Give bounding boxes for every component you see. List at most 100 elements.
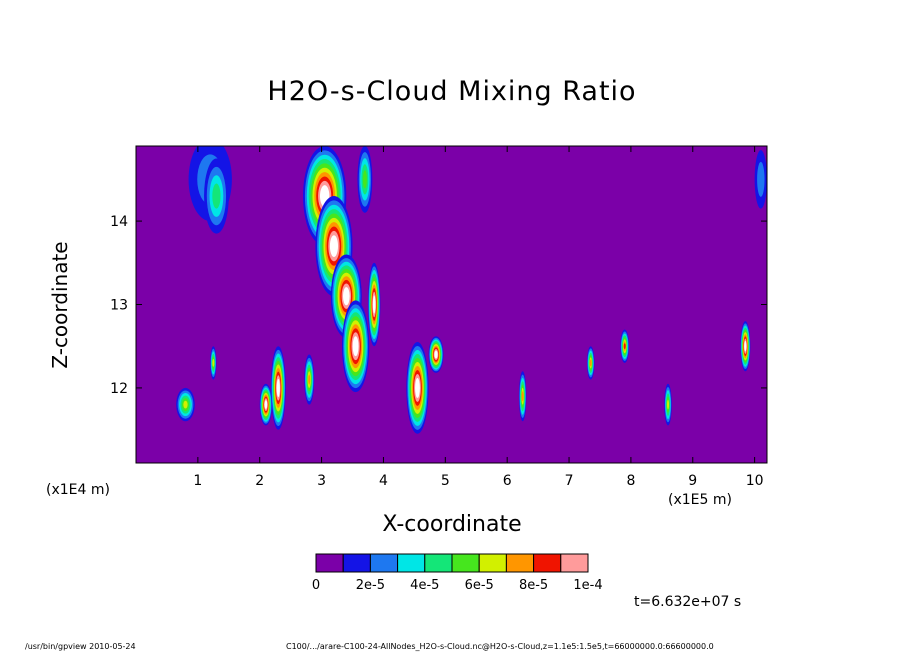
cloud-contour <box>206 166 227 226</box>
x-tick-label: 10 <box>746 473 764 489</box>
cloud-contour <box>270 346 286 430</box>
cloud-contour <box>429 337 443 372</box>
cloud-contour <box>317 200 351 292</box>
x-axis-label: X-coordinate <box>382 512 522 537</box>
colorbar-tick-label: 8e-5 <box>519 578 548 593</box>
cloud-contour <box>334 265 358 327</box>
cloud-contour <box>181 398 190 412</box>
cloud-contour <box>520 381 525 412</box>
y-tick-label: 14 <box>110 214 128 230</box>
cloud-contour <box>406 342 429 434</box>
cloud-contour <box>315 196 353 297</box>
cloud-contour <box>318 180 332 212</box>
cloud-contour <box>183 400 188 409</box>
cloud-contour <box>434 350 438 359</box>
cloud-contour <box>307 371 311 388</box>
cloud-contour <box>272 357 284 419</box>
cloud-contour <box>262 394 269 415</box>
cloud-contour <box>433 348 439 361</box>
cloud-contour <box>261 389 271 421</box>
cloud-contour <box>370 280 378 329</box>
cloud-contour <box>622 339 627 354</box>
cloud-contour <box>312 167 337 225</box>
cloud-contour <box>179 393 192 417</box>
cloud-contour <box>740 321 751 372</box>
cloud-contour <box>358 152 371 207</box>
cloud-feature <box>406 342 429 434</box>
cloud-contour <box>210 348 216 378</box>
cloud-contour <box>623 343 626 350</box>
cloud-contour <box>588 355 593 371</box>
cloud-contour <box>262 392 270 417</box>
colorbar-tick-label: 2e-5 <box>356 578 385 593</box>
cloud-contour <box>271 349 286 427</box>
cloud-feature <box>176 387 195 422</box>
cloud-contour <box>409 354 426 422</box>
cloud-feature <box>204 158 229 234</box>
cloud-contour <box>272 353 285 423</box>
cloud-contour <box>369 273 379 336</box>
y-tick-label: 12 <box>110 381 128 397</box>
cloud-contour <box>337 272 356 320</box>
cloud-contour <box>314 172 336 220</box>
colorbar-swatch <box>478 553 507 573</box>
cloud-contour <box>197 154 224 205</box>
cloud-contour <box>519 377 526 415</box>
cloud-contour <box>264 401 267 408</box>
cloud-contour <box>407 346 428 430</box>
cloud-contour <box>587 348 594 378</box>
colorbar-swatch <box>397 553 426 573</box>
cloud-contour <box>277 382 280 394</box>
colorbar-swatch <box>342 553 371 573</box>
cloud-contour <box>306 367 312 392</box>
cloud-contour <box>372 295 376 314</box>
cloud-contour <box>341 283 352 309</box>
colorbar-tick-label: 1e-4 <box>573 578 602 593</box>
x-tick-label: 4 <box>379 473 388 489</box>
cloud-contour <box>259 383 273 426</box>
footer-command: /usr/bin/gpview 2010-05-24 <box>25 642 136 651</box>
cloud-contour <box>741 325 750 367</box>
cloud-contour <box>743 336 748 357</box>
cloud-contour <box>432 345 440 364</box>
cloud-contour <box>344 308 367 385</box>
cloud-contour <box>180 395 191 414</box>
cloud-contour <box>754 150 767 209</box>
cloud-feature <box>740 321 751 372</box>
cloud-contour <box>621 333 629 359</box>
cloud-contour <box>306 364 313 395</box>
cloud-contour <box>431 344 441 365</box>
cloud-contour <box>744 340 747 352</box>
cloud-contour <box>336 268 357 324</box>
cloud-contour <box>344 290 349 302</box>
cloud-contour <box>416 381 419 394</box>
cloud-contour <box>362 170 367 189</box>
cloud-feature <box>518 371 527 422</box>
plot-frame <box>135 145 768 464</box>
cloud-contour <box>521 391 524 402</box>
cloud-contour <box>428 336 444 373</box>
cloud-contour <box>209 175 224 217</box>
cloud-contour <box>331 239 337 253</box>
colorbar-tick-label: 6e-5 <box>465 578 494 593</box>
colorbar-swatch <box>369 553 399 573</box>
cloud-contour <box>429 339 443 370</box>
cloud-contour <box>353 340 358 353</box>
cloud-contour <box>305 361 313 398</box>
cloud-contour <box>320 209 348 284</box>
cloud-contour <box>328 230 340 262</box>
cloud-contour <box>323 217 345 275</box>
cloud-feature <box>754 150 767 209</box>
cloud-feature <box>428 336 444 373</box>
cloud-contour <box>343 304 369 389</box>
cloud-feature <box>664 383 672 426</box>
cloud-contour <box>352 336 359 357</box>
cloud-contour <box>373 299 376 310</box>
cloud-contour <box>329 235 338 257</box>
cloud-contour <box>310 163 339 229</box>
cloud-contour <box>371 288 377 321</box>
cloud-feature <box>342 300 370 393</box>
cloud-contour <box>620 331 629 361</box>
colorbar-swatch <box>560 553 589 573</box>
cloud-feature <box>357 146 373 213</box>
